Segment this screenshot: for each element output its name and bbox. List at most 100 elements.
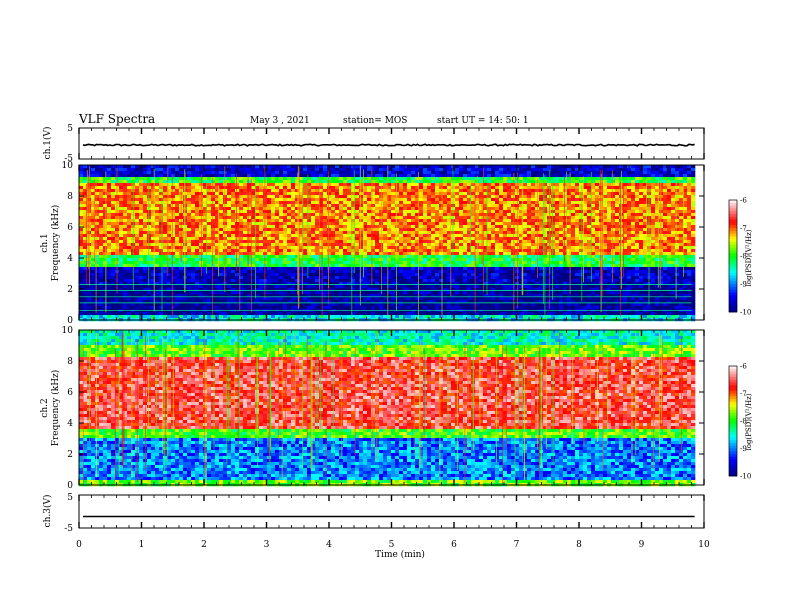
spectrogram-cell <box>323 195 328 199</box>
spectrogram-cell <box>279 234 284 238</box>
spectrogram-cell <box>139 261 144 265</box>
spectrogram-cell <box>139 186 144 190</box>
spectrogram-cell <box>459 177 464 181</box>
spectrogram-cell <box>307 267 312 271</box>
spectrogram-cell <box>311 315 316 319</box>
spectrogram-cell <box>443 192 448 196</box>
spectrogram-cell <box>163 231 168 235</box>
spectrogram-cell <box>323 216 328 220</box>
spectrogram-cell <box>243 273 248 277</box>
spectrogram-cell <box>251 267 256 271</box>
spectrogram-cell <box>431 294 436 298</box>
spectrogram-cell <box>163 225 168 229</box>
spectrogram-cell <box>235 186 240 190</box>
spectrogram-cell <box>439 297 444 301</box>
spectrogram-cell <box>235 192 240 196</box>
spectrogram-cell <box>191 258 196 262</box>
spectrogram-cell <box>359 267 364 271</box>
spectrogram-cell <box>359 288 364 292</box>
spectrogram-cell <box>91 198 96 202</box>
spectrogram-cell <box>327 258 332 262</box>
spectrogram-cell <box>163 276 168 280</box>
spectrogram-cell <box>331 207 336 211</box>
spectrogram-cell <box>303 207 308 211</box>
spectrogram-cell <box>399 225 404 229</box>
spectrogram-cell <box>319 219 324 223</box>
spectrogram-cell <box>239 252 244 256</box>
spectrogram-cell <box>155 234 160 238</box>
spectrogram-cell <box>435 267 440 271</box>
spectrogram-cell <box>375 222 380 226</box>
spectrogram-cell <box>167 291 172 295</box>
spectrogram-cell <box>403 303 408 307</box>
spectrogram-cell <box>207 255 212 259</box>
spectrogram-cell <box>411 246 416 250</box>
spectrogram-cell <box>215 243 220 247</box>
spectrogram-cell <box>99 315 104 319</box>
spectrogram-cell <box>399 213 404 217</box>
spectrogram-cell <box>243 279 248 283</box>
spectrogram-cell <box>99 189 104 193</box>
spectrogram-cell <box>251 243 256 247</box>
spectrogram-cell <box>239 210 244 214</box>
spectrogram-cell <box>111 225 116 229</box>
spectrogram-cell <box>403 183 408 187</box>
spectrogram-cell <box>147 288 152 292</box>
spectrogram-cell <box>407 300 412 304</box>
spectrogram-cell <box>195 240 200 244</box>
spectrogram-cell <box>163 273 168 277</box>
spectrogram-cell <box>327 249 332 253</box>
spectrogram-cell <box>319 285 324 289</box>
spectrogram-cell <box>359 174 364 178</box>
spectrogram-cell <box>363 204 368 208</box>
spectrogram-cell <box>175 177 180 181</box>
spectrogram-cell <box>199 264 204 268</box>
spectrogram-cell <box>111 288 116 292</box>
spectrogram-cell <box>287 210 292 214</box>
spectrogram-cell <box>159 168 164 172</box>
spectrogram-cell <box>227 195 232 199</box>
spectrogram-cell <box>267 204 272 208</box>
spectrogram-cell <box>343 288 348 292</box>
spectrogram-cell <box>95 180 100 184</box>
spectrogram-cell <box>251 237 256 241</box>
spectrogram-cell <box>395 255 400 259</box>
spectrogram-cell <box>371 237 376 241</box>
spectrogram-cell <box>91 210 96 214</box>
spectrogram-cell <box>103 207 108 211</box>
spectrogram-cell <box>139 285 144 289</box>
spectrogram-cell <box>143 210 148 214</box>
spectrogram-cell <box>275 282 280 286</box>
spectrogram-cell <box>455 186 460 190</box>
spectrogram-cell <box>315 192 320 196</box>
spectrogram-cell <box>187 228 192 232</box>
spectrogram-cell <box>395 222 400 226</box>
spectrogram-cell <box>423 225 428 229</box>
spectrogram-cell <box>243 213 248 217</box>
spectrogram-cell <box>139 240 144 244</box>
spectrogram-cell <box>327 198 332 202</box>
spectrogram-cell <box>403 249 408 253</box>
spectrogram-cell <box>307 270 312 274</box>
spectrogram-cell <box>287 303 292 307</box>
spectrogram-cell <box>267 315 272 319</box>
spectrogram-cell <box>219 315 224 319</box>
spectrogram-cell <box>119 255 124 259</box>
spectrogram-cell <box>243 192 248 196</box>
spectrogram-cell <box>279 219 284 223</box>
spectrogram-cell <box>411 225 416 229</box>
spectrogram-cell <box>295 240 300 244</box>
spectrogram-cell <box>211 186 216 190</box>
spectrogram-cell <box>315 237 320 241</box>
spectrogram-cell <box>375 204 380 208</box>
spectrogram-cell <box>207 222 212 226</box>
spectrogram-cell <box>227 297 232 301</box>
spectrogram-cell <box>243 219 248 223</box>
spectrogram-cell <box>127 195 132 199</box>
spectrogram-cell <box>423 213 428 217</box>
spectrogram-cell <box>403 255 408 259</box>
spectrogram-cell <box>287 282 292 286</box>
spectrogram-cell <box>415 258 420 262</box>
spectrogram-cell <box>407 306 412 310</box>
spectrogram-cell <box>175 192 180 196</box>
